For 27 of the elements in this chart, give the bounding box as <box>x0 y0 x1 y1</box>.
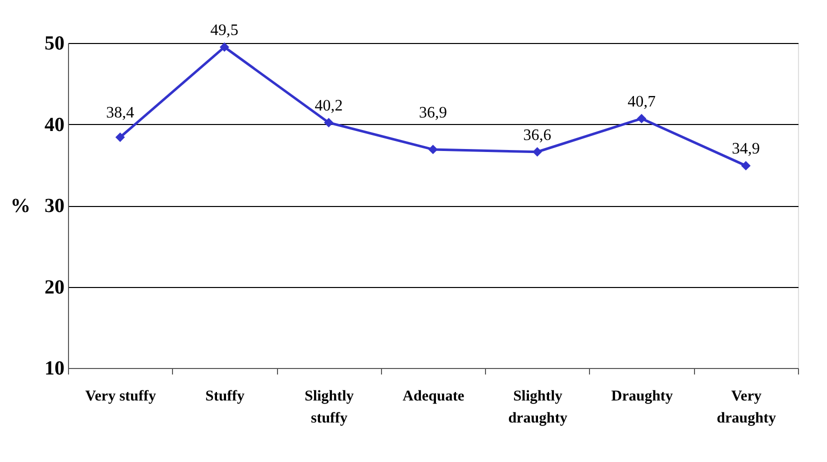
x-tick-label: Slightly draughty <box>508 388 568 426</box>
point <box>115 132 125 142</box>
data-label: 36,9 <box>419 104 447 122</box>
point <box>428 144 438 154</box>
x-tick-label: Draughty <box>611 388 674 404</box>
data-label: 38,4 <box>106 104 134 122</box>
y-tick-label: 20 <box>44 276 64 298</box>
x-tick-label: Very draughty <box>716 388 776 426</box>
point <box>220 42 230 52</box>
y-tick-label: 10 <box>44 358 64 380</box>
x-tick-label: Very stuffy <box>85 388 156 404</box>
point <box>636 114 646 124</box>
x-tick-label: Stuffy <box>205 388 246 404</box>
y-axis-title: % <box>10 195 30 217</box>
data-label: 40,7 <box>628 94 656 111</box>
point <box>532 147 542 157</box>
point <box>741 160 751 170</box>
data-label: 34,9 <box>732 140 760 158</box>
data-label: 49,5 <box>210 22 238 40</box>
point <box>324 118 334 128</box>
x-tick-label: Slightly stuffy <box>304 388 354 426</box>
y-tick-label: 40 <box>44 114 64 136</box>
data-label: 40,2 <box>314 98 343 115</box>
x-tick-label: Adequate <box>402 388 465 404</box>
data-label: 36,6 <box>523 126 552 144</box>
y-tick-label: 30 <box>44 195 64 217</box>
y-tick-label: 50 <box>44 32 64 54</box>
